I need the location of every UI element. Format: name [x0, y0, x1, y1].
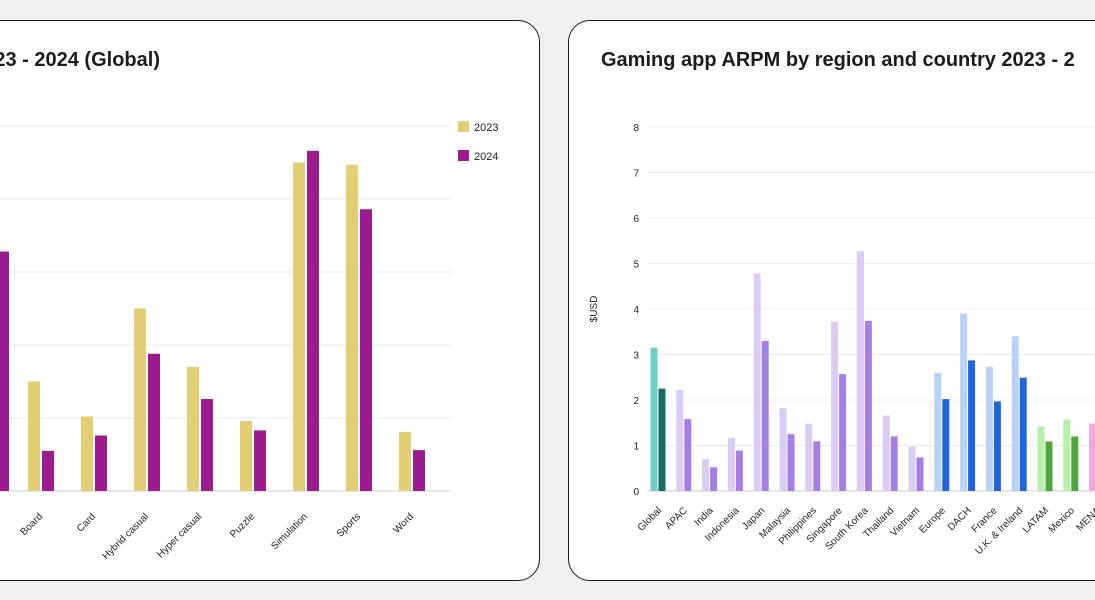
region-chart-title: Gaming app ARPM by region and country 20… — [601, 49, 1075, 71]
legend-label-2023: 2023 — [474, 122, 498, 134]
bar-2024-board — [42, 450, 54, 491]
bar-2023-global — [650, 347, 658, 491]
bar-2023-apac — [676, 389, 684, 491]
genre-chart: Board Card Hybrid casual Hyper casual Puzzle… — [0, 121, 498, 562]
bar-2024-hyper-casual — [201, 399, 213, 491]
bar-2023-south-korea — [856, 251, 864, 491]
bar-2024-simulation — [307, 150, 319, 491]
bar-2023-board — [28, 381, 40, 491]
x-tick-label: DACH — [946, 505, 974, 533]
bar-2023-word — [399, 431, 411, 491]
bar-2024-hybrid-casual — [148, 353, 160, 491]
legend-swatch-2024 — [458, 150, 469, 161]
x-tick-label: Hybrid casual — [100, 511, 151, 562]
bar-2023-card — [81, 416, 93, 491]
genre-chart-title: l 2023 - 2024 (Global) — [0, 49, 160, 71]
bar-2024-u-k-ireland — [1019, 377, 1027, 491]
bar-2024-indonesia — [735, 450, 743, 491]
y-axis-label: $USD — [589, 296, 600, 323]
bar-2023-puzzle — [240, 420, 252, 491]
bar-2023-mena — [1089, 423, 1095, 491]
bar-2023-latam — [1037, 426, 1045, 491]
bar-2023-france — [985, 366, 993, 491]
bar-2023-u-k-ireland — [1011, 336, 1019, 491]
bar-2024-dach — [968, 360, 976, 491]
x-tick-label: Puzzle — [228, 511, 257, 540]
y-tick-label: 3 — [633, 351, 639, 362]
bar-2024-word — [413, 450, 425, 491]
bar-2023-thailand — [882, 415, 890, 491]
bar-2024-puzzle — [254, 430, 266, 491]
legend-label-2024: 2024 — [474, 151, 498, 163]
bar-2024-mexico — [1071, 436, 1079, 491]
bar-clipped-2024 — [0, 251, 9, 491]
x-tick-label: Europe — [917, 505, 948, 536]
bar-2024-france — [993, 401, 1001, 491]
y-tick-label: 1 — [633, 442, 639, 453]
bar-2023-europe — [934, 372, 942, 491]
bar-2023-sports — [346, 164, 358, 491]
x-tick-label: Simulation — [269, 511, 310, 552]
bar-2024-singapore — [839, 374, 847, 491]
x-tick-label: Card — [75, 511, 98, 534]
x-tick-label: Mexico — [1047, 505, 1077, 535]
bar-2023-malaysia — [779, 408, 787, 491]
y-tick-label: 4 — [633, 305, 639, 316]
bar-2024-thailand — [890, 436, 898, 491]
bar-2024-vietnam — [916, 457, 924, 491]
x-tick-label: India — [693, 505, 716, 528]
bar-2024-philippines — [813, 441, 821, 491]
bar-2024-sports — [360, 209, 372, 491]
bar-2023-india — [702, 459, 710, 491]
bar-2024-latam — [1045, 441, 1053, 491]
bar-2023-vietnam — [908, 446, 916, 491]
bar-2024-apac — [684, 419, 692, 491]
bar-2023-dach — [960, 313, 968, 491]
bar-2024-europe — [942, 399, 950, 491]
bar-2023-philippines — [805, 423, 813, 491]
x-tick-label: APAC — [663, 505, 690, 532]
region-chart-card: Gaming app ARPM by region and country 20… — [568, 20, 1095, 581]
y-tick-label: 5 — [633, 260, 639, 271]
y-tick-label: 7 — [633, 169, 639, 180]
y-tick-label: 0 — [633, 487, 639, 498]
bar-2024-malaysia — [787, 434, 795, 491]
bar-2023-hyper-casual — [187, 366, 199, 491]
bar-2024-india — [710, 467, 718, 491]
bar-2023-indonesia — [727, 437, 735, 491]
bar-2024-japan — [761, 340, 769, 491]
x-tick-label: LATAM — [1021, 505, 1051, 535]
bar-2024-global — [658, 388, 666, 491]
y-tick-label: 6 — [633, 214, 639, 225]
x-tick-label: Global — [636, 505, 664, 533]
y-tick-label: 2 — [633, 396, 639, 407]
bar-2023-singapore — [831, 321, 839, 491]
x-tick-label: Sports — [335, 511, 363, 539]
legend-swatch-2023 — [458, 121, 469, 132]
x-tick-label: Hyper casual — [155, 511, 204, 560]
bar-2024-south-korea — [864, 320, 872, 491]
bar-2023-japan — [753, 273, 761, 491]
y-tick-label: 8 — [633, 123, 639, 134]
x-tick-label: Board — [18, 511, 45, 538]
x-tick-label: MENA — [1075, 505, 1095, 533]
bar-2024-card — [95, 435, 107, 491]
bar-2023-mexico — [1063, 419, 1071, 491]
bar-2023-simulation — [293, 162, 305, 491]
x-tick-label: Word — [392, 511, 417, 536]
bar-2023-hybrid-casual — [134, 308, 146, 491]
